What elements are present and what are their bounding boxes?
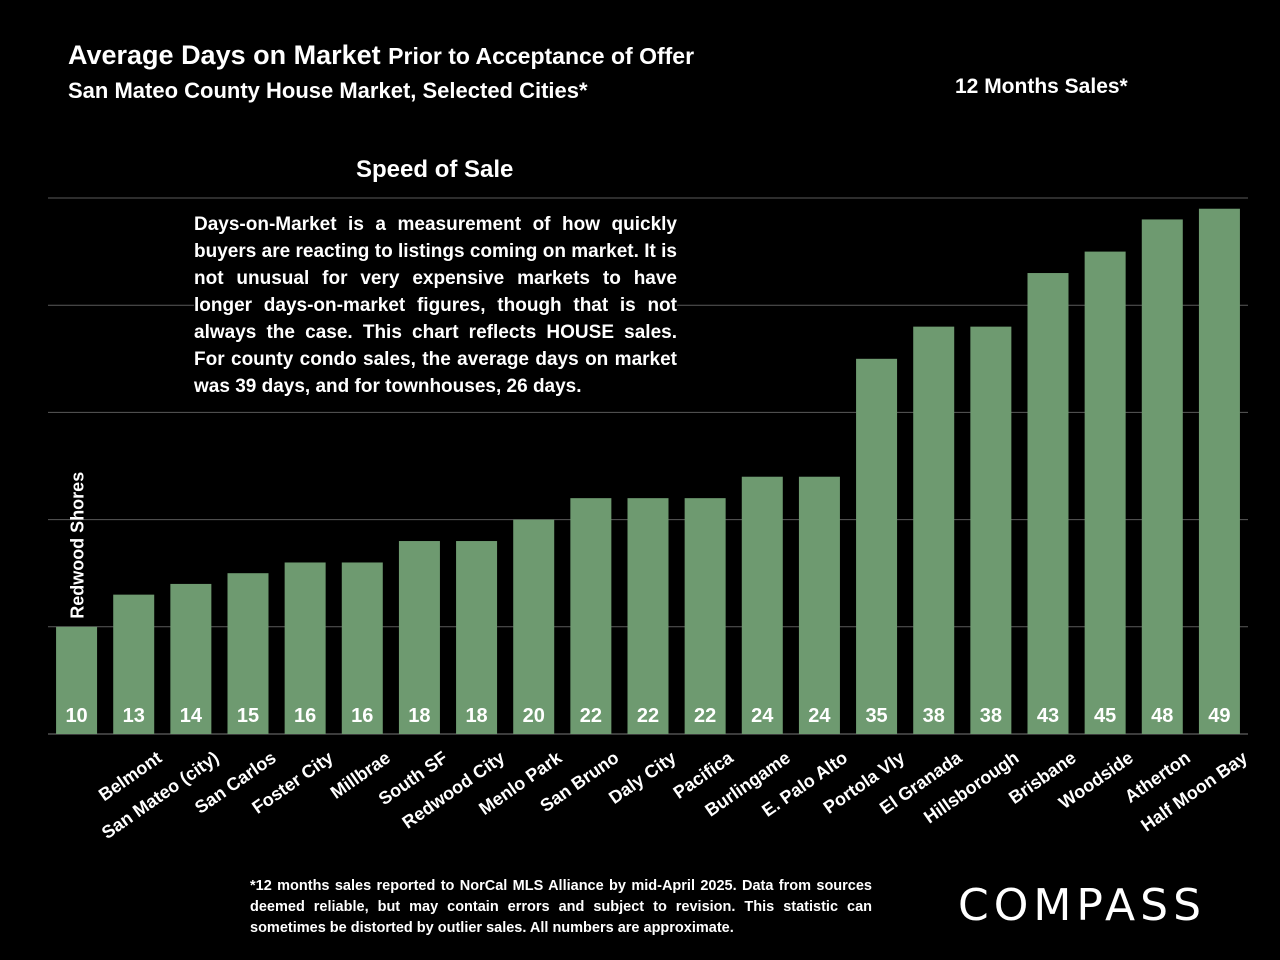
data-label: 22 <box>580 705 602 727</box>
bar <box>627 498 669 734</box>
footnote: *12 months sales reported to NorCal MLS … <box>250 878 872 936</box>
bar <box>970 326 1012 734</box>
data-label: 15 <box>237 705 259 727</box>
bar <box>741 476 783 734</box>
data-label: 43 <box>1037 705 1059 727</box>
bar <box>1027 273 1069 734</box>
bar <box>1198 208 1240 735</box>
data-label: 14 <box>180 705 203 727</box>
bar <box>56 626 98 734</box>
speed-of-sale-title: Speed of Sale <box>356 156 514 183</box>
bar <box>170 583 212 734</box>
data-label: 22 <box>637 705 659 727</box>
period-label: 12 Months Sales* <box>955 75 1128 98</box>
bar <box>1141 219 1183 734</box>
data-label: 24 <box>751 705 774 727</box>
data-label: 18 <box>465 705 487 727</box>
chart-title-main: Average Days on Market Prior to Acceptan… <box>68 40 694 71</box>
bar <box>856 358 898 734</box>
bar <box>284 562 326 734</box>
bar <box>398 541 440 734</box>
bar <box>513 519 555 734</box>
bar <box>227 573 269 734</box>
data-label: 16 <box>351 705 373 727</box>
explanation-note: Days-on-Market is a measurement of how q… <box>194 211 677 400</box>
tick-label: Redwood Shores <box>68 472 88 619</box>
title-rest: Prior to Acceptance of Offer <box>388 43 695 69</box>
bar <box>798 476 840 734</box>
data-label: 10 <box>65 705 87 727</box>
data-label: 38 <box>923 705 945 727</box>
data-label: 18 <box>408 705 430 727</box>
bar <box>1084 251 1126 734</box>
bar <box>113 594 155 734</box>
data-label: 48 <box>1151 705 1173 727</box>
data-label: 45 <box>1094 705 1116 727</box>
compass-logo: COMPASS <box>958 880 1206 931</box>
bar <box>570 498 612 734</box>
title-main: Average Days on Market <box>68 40 381 70</box>
data-label: 22 <box>694 705 716 727</box>
bar <box>684 498 726 734</box>
chart-subtitle: San Mateo County House Market, Selected … <box>68 78 588 103</box>
data-label: 38 <box>980 705 1002 727</box>
bar <box>456 541 498 734</box>
data-label: 20 <box>523 705 545 727</box>
data-label: 16 <box>294 705 316 727</box>
data-label: 13 <box>123 705 145 727</box>
data-label: 49 <box>1208 705 1230 727</box>
data-label: 24 <box>808 705 831 727</box>
bar <box>913 326 955 734</box>
data-label: 35 <box>865 705 887 727</box>
bar <box>341 562 383 734</box>
